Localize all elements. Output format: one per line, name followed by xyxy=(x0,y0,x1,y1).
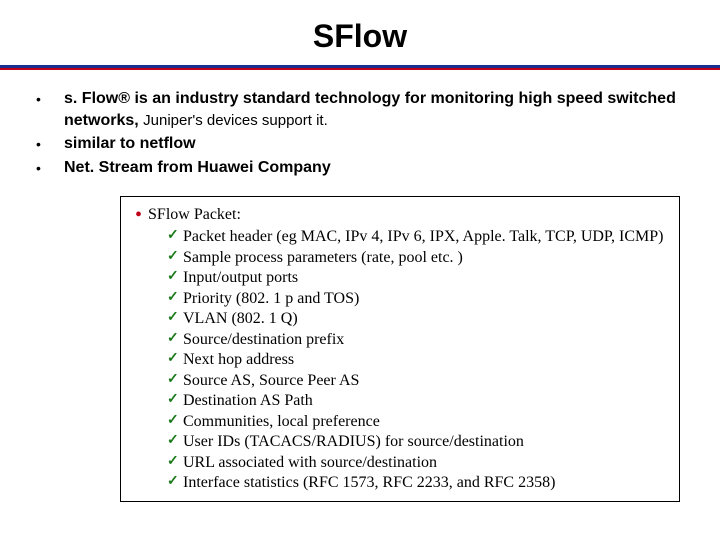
bullet-dot-icon: • xyxy=(36,133,64,155)
check-item: ✓VLAN (802. 1 Q) xyxy=(167,309,669,329)
main-bullets: • s. Flow® is an industry standard techn… xyxy=(0,88,720,178)
check-icon: ✓ xyxy=(167,330,183,348)
check-icon: ✓ xyxy=(167,412,183,430)
bullet-item: • s. Flow® is an industry standard techn… xyxy=(36,88,700,131)
check-icon: ✓ xyxy=(167,371,183,389)
check-icon: ✓ xyxy=(167,473,183,491)
check-text: Input/output ports xyxy=(183,268,298,288)
check-item: ✓Next hop address xyxy=(167,350,669,370)
check-text: Priority (802. 1 p and TOS) xyxy=(183,289,359,309)
bullet-item: • similar to netflow xyxy=(36,133,700,155)
check-item: ✓Communities, local preference xyxy=(167,412,669,432)
box-header: • SFlow Packet: xyxy=(131,205,669,225)
bullet-item: • Net. Stream from Huawei Company xyxy=(36,157,700,179)
check-icon: ✓ xyxy=(167,248,183,266)
check-text: Source/destination prefix xyxy=(183,330,344,350)
check-icon: ✓ xyxy=(167,268,183,286)
check-item: ✓Priority (802. 1 p and TOS) xyxy=(167,289,669,309)
check-item: ✓Interface statistics (RFC 1573, RFC 223… xyxy=(167,473,669,493)
check-icon: ✓ xyxy=(167,227,183,245)
check-item: ✓Source AS, Source Peer AS xyxy=(167,371,669,391)
bullet-text: s. Flow® is an industry standard technol… xyxy=(64,88,700,131)
box-header-text: SFlow Packet: xyxy=(148,205,241,225)
check-item: ✓Input/output ports xyxy=(167,268,669,288)
bullet-bold: Net. Stream from Huawei Company xyxy=(64,159,331,176)
bullet-bold: similar to netflow xyxy=(64,135,196,152)
sflow-packet-box: • SFlow Packet: ✓Packet header (eg MAC, … xyxy=(120,196,680,502)
bullet-dot-icon: • xyxy=(36,88,64,110)
check-item: ✓URL associated with source/destination xyxy=(167,453,669,473)
bullet-normal: Juniper's devices support it. xyxy=(143,112,328,129)
check-text: Communities, local preference xyxy=(183,412,380,432)
check-icon: ✓ xyxy=(167,391,183,409)
check-text: Destination AS Path xyxy=(183,391,313,411)
check-text: VLAN (802. 1 Q) xyxy=(183,309,298,329)
check-item: ✓User IDs (TACACS/RADIUS) for source/des… xyxy=(167,432,669,452)
check-text: Sample process parameters (rate, pool et… xyxy=(183,248,463,268)
check-text: Packet header (eg MAC, IPv 4, IPv 6, IPX… xyxy=(183,227,664,247)
bullet-text: Net. Stream from Huawei Company xyxy=(64,157,700,179)
box-header-dot-icon: • xyxy=(131,205,148,225)
title-divider xyxy=(0,65,720,70)
checklist: ✓Packet header (eg MAC, IPv 4, IPv 6, IP… xyxy=(131,227,669,493)
check-text: Next hop address xyxy=(183,350,294,370)
check-text: User IDs (TACACS/RADIUS) for source/dest… xyxy=(183,432,524,452)
check-item: ✓Packet header (eg MAC, IPv 4, IPv 6, IP… xyxy=(167,227,669,247)
bullet-text: similar to netflow xyxy=(64,133,700,155)
check-icon: ✓ xyxy=(167,432,183,450)
check-text: Interface statistics (RFC 1573, RFC 2233… xyxy=(183,473,555,493)
slide-title: SFlow xyxy=(0,0,720,65)
bullet-dot-icon: • xyxy=(36,157,64,179)
check-icon: ✓ xyxy=(167,453,183,471)
check-item: ✓Sample process parameters (rate, pool e… xyxy=(167,248,669,268)
check-icon: ✓ xyxy=(167,309,183,327)
check-item: ✓Destination AS Path xyxy=(167,391,669,411)
check-text: Source AS, Source Peer AS xyxy=(183,371,359,391)
check-item: ✓Source/destination prefix xyxy=(167,330,669,350)
check-text: URL associated with source/destination xyxy=(183,453,437,473)
check-icon: ✓ xyxy=(167,289,183,307)
check-icon: ✓ xyxy=(167,350,183,368)
